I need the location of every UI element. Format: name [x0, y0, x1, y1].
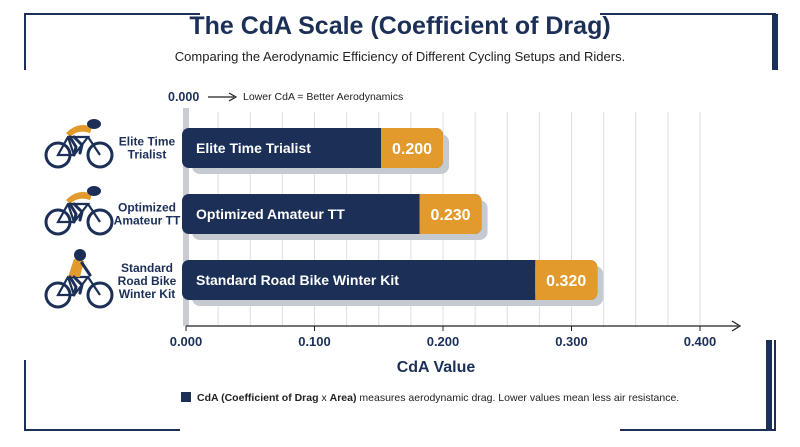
- legend-bold-text-2: Area): [330, 392, 357, 404]
- wheel-front: [86, 208, 114, 236]
- cyclist-tt-icon: [44, 186, 114, 236]
- legend: CdA (Coefficient of Drag x Area) measure…: [181, 392, 679, 404]
- wheel-front: [86, 281, 114, 309]
- chart-title: The CdA Scale (Coefficient of Drag): [189, 12, 610, 40]
- frame-accent-right: [772, 14, 778, 70]
- rider-torso: [68, 259, 84, 277]
- wheel-front: [86, 141, 114, 169]
- top-annotation: Lower CdA = Better Aerodynamics: [243, 91, 403, 103]
- bar-label: Optimized Amateur TT: [196, 206, 345, 222]
- rider-arm: [80, 261, 92, 277]
- chart-subtitle: Comparing the Aerodynamic Efficiency of …: [175, 49, 625, 64]
- value-box-edge: [535, 260, 546, 300]
- data-label: 0.320: [546, 273, 586, 290]
- category-label: Standard Road Bike Winter Kit: [118, 261, 177, 301]
- frame-top-left: [24, 13, 200, 70]
- bar: [182, 194, 482, 234]
- rider-torso: [66, 125, 92, 137]
- bar-group: Standard Road Bike Winter Kit 0.320: [182, 260, 604, 306]
- rider-legs: [68, 202, 84, 224]
- rider-helmet: [87, 186, 101, 196]
- legend-swatch: [181, 392, 191, 402]
- x-tick-labels: 0.000 0.100 0.200 0.300 0.400: [170, 326, 717, 349]
- legend-x-text: x: [321, 392, 327, 404]
- bars: Elite Time Trialist 0.200 Optimized Amateu…: [182, 128, 604, 306]
- bar: [182, 128, 443, 168]
- value-box-edge: [381, 128, 391, 168]
- x-tick-label: 0.300: [555, 334, 588, 349]
- value-box: [419, 194, 482, 234]
- bar-label: Elite Time Trialist: [196, 140, 311, 156]
- legend-bold-text: CdA (Coefficient of Drag: [197, 392, 319, 404]
- value-box: [535, 260, 598, 300]
- top-axis-label: 0.000: [168, 90, 199, 104]
- bike-frame: [56, 275, 101, 297]
- category-label: Optimized Amateur TT: [114, 201, 181, 228]
- data-label: 0.200: [392, 141, 432, 158]
- data-label: 0.230: [431, 207, 471, 224]
- frame-decoration: [24, 13, 778, 431]
- x-tick-label: 0.200: [427, 334, 460, 349]
- rider-legs: [68, 135, 84, 157]
- value-box: [381, 128, 443, 168]
- cyclist-tt-icon: [44, 119, 114, 169]
- x-axis-arrow-icon: [731, 320, 742, 332]
- value-box-edge: [419, 194, 430, 234]
- bar-group: Optimized Amateur TT 0.230: [182, 194, 488, 240]
- category-side-labels: Elite Time Trialist Optimized Amateur TT Sta…: [114, 135, 181, 302]
- frame-top-right: [600, 13, 776, 70]
- cyclist-road-icon: [44, 249, 114, 309]
- bike-frame: [56, 202, 101, 224]
- frame-accent-bottom-right: [766, 340, 772, 430]
- rider-helmet: [87, 119, 101, 129]
- x-tick-label: 0.000: [170, 334, 203, 349]
- cyclist-icons: [44, 119, 114, 309]
- rider-torso: [66, 192, 92, 204]
- x-tick-label: 0.400: [684, 334, 717, 349]
- bar-label: Standard Road Bike Winter Kit: [196, 272, 399, 288]
- bar-group: Elite Time Trialist 0.200: [182, 128, 449, 174]
- rider-helmet: [74, 249, 86, 261]
- bike-frame: [56, 135, 101, 157]
- frame-bottom-right: [620, 340, 776, 431]
- rider-legs: [68, 275, 84, 297]
- x-axis-title: CdA Value: [397, 359, 476, 376]
- bar: [182, 260, 598, 300]
- x-tick-label: 0.100: [298, 334, 331, 349]
- legend-body-text: measures aerodynamic drag. Lower values …: [359, 392, 679, 404]
- frame-bottom-left: [24, 360, 180, 431]
- legend-text: CdA (Coefficient of Drag x Area) measure…: [197, 392, 679, 404]
- category-label: Elite Time Trialist: [119, 135, 176, 162]
- top-arrow-icon: [208, 92, 238, 102]
